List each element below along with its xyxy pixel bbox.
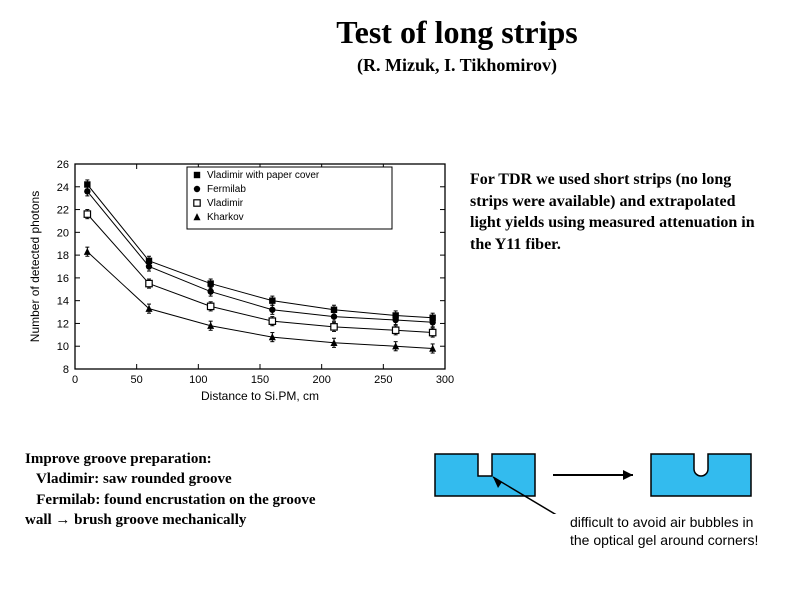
svg-text:100: 100 xyxy=(189,374,207,386)
svg-text:150: 150 xyxy=(251,374,269,386)
svg-text:10: 10 xyxy=(57,341,69,353)
svg-text:22: 22 xyxy=(57,205,69,217)
tdr-note: For TDR we used short strips (no long st… xyxy=(470,169,770,255)
svg-text:8: 8 xyxy=(63,364,69,376)
svg-text:50: 50 xyxy=(131,374,143,386)
groove-line-3: Fermilab: found encrustation on the groo… xyxy=(25,490,405,510)
groove-prep-text: Improve groove preparation: Vladimir: sa… xyxy=(25,449,405,530)
svg-text:Vladimir: Vladimir xyxy=(207,198,244,209)
svg-text:300: 300 xyxy=(436,374,454,386)
svg-text:Vladimir with paper cover: Vladimir with paper cover xyxy=(207,170,320,181)
svg-text:12: 12 xyxy=(57,318,69,330)
photon-chart: 0 50 100 150 200 250 300 8 10 12 14 16 18 20 22 24 26 Dis… xyxy=(25,154,455,404)
svg-text:250: 250 xyxy=(374,374,392,386)
svg-text:18: 18 xyxy=(57,250,69,262)
svg-text:14: 14 xyxy=(57,296,69,308)
svg-text:16: 16 xyxy=(57,273,69,285)
svg-text:20: 20 xyxy=(57,227,69,239)
bubble-caption: difficult to avoid air bubbles in the op… xyxy=(570,514,770,549)
svg-text:Distance to Si.PM, cm: Distance to Si.PM, cm xyxy=(201,389,319,403)
svg-text:24: 24 xyxy=(57,182,69,194)
svg-text:0: 0 xyxy=(72,374,78,386)
subtitle-authors: (R. Mizuk, I. Tikhomirov) xyxy=(120,55,794,76)
svg-text:Kharkov: Kharkov xyxy=(207,212,244,223)
groove-line-2: Vladimir: saw rounded groove xyxy=(25,469,405,489)
svg-text:Fermilab: Fermilab xyxy=(207,184,246,195)
groove-line-4: wall → brush groove mechanically xyxy=(25,510,405,530)
page-title: Test of long strips xyxy=(120,14,794,51)
groove-diagram xyxy=(430,444,770,514)
svg-text:Number of detected photons: Number of detected photons xyxy=(28,191,42,342)
svg-text:26: 26 xyxy=(57,159,69,171)
svg-text:200: 200 xyxy=(312,374,330,386)
groove-line-1: Improve groove preparation: xyxy=(25,449,405,469)
